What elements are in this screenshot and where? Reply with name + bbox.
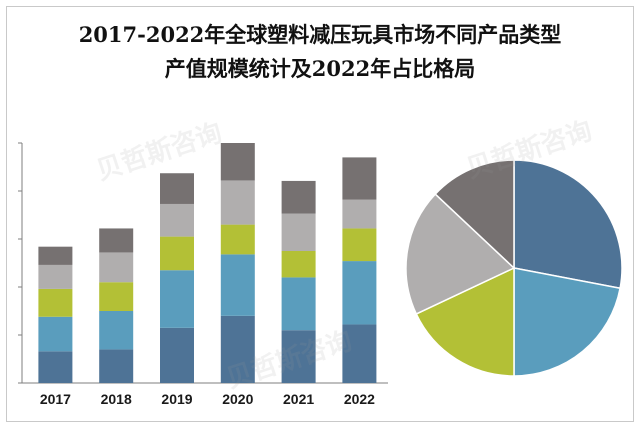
bar-segment	[38, 316, 73, 352]
bar-segment	[342, 199, 377, 229]
pie-slice	[434, 159, 515, 270]
bar-segment	[342, 324, 377, 383]
pie-slice	[513, 267, 621, 377]
bar-segment	[160, 236, 194, 271]
bar-segment	[342, 261, 377, 325]
bar-segment	[220, 315, 255, 383]
x-tick-label: 2020	[222, 391, 253, 407]
bar-segment	[99, 349, 134, 383]
chart-title-line-2: 产值规模统计及2022年占比格局	[164, 56, 476, 81]
bar-segment	[342, 157, 377, 200]
bar-segment	[99, 228, 134, 253]
chart-frame	[6, 6, 634, 422]
chart-title-line-1: 2017-2022年全球塑料减压玩具市场不同产品类型	[78, 22, 562, 47]
pie-slice	[415, 266, 515, 377]
bar-segment	[342, 228, 377, 262]
bar-segment	[220, 143, 255, 181]
bar-segment	[281, 277, 316, 331]
x-tick-label: 2017	[40, 391, 71, 407]
x-tick-label: 2021	[283, 391, 314, 407]
pie-slice	[513, 159, 623, 290]
bar-segment	[38, 288, 73, 317]
bar-segment	[160, 270, 194, 328]
bar-segment	[160, 203, 194, 237]
bar-segment	[220, 254, 255, 316]
bar-segment	[220, 180, 255, 225]
bar-segment	[38, 351, 73, 383]
pie-slice	[405, 193, 516, 315]
bar-segment	[160, 327, 194, 383]
x-tick-label: 2022	[344, 391, 375, 407]
bar-segment	[281, 251, 316, 278]
x-tick-label: 2019	[161, 391, 192, 407]
bar-segment	[160, 173, 194, 204]
bar-segment	[281, 213, 316, 251]
bar-segment	[281, 180, 316, 214]
bar-segment	[99, 311, 134, 350]
bar-segment	[38, 246, 73, 265]
watermark-text: 贝哲斯咨询	[93, 117, 226, 187]
chart-title: 2017-2022年全球塑料减压玩具市场不同产品类型 产值规模统计及2022年占…	[0, 18, 640, 86]
x-tick-label: 2018	[101, 391, 132, 407]
bar-segment	[281, 330, 316, 383]
bar-segment	[220, 224, 255, 255]
bar-segment	[99, 282, 134, 311]
bar-segment	[99, 252, 134, 283]
bar-segment	[38, 264, 73, 289]
